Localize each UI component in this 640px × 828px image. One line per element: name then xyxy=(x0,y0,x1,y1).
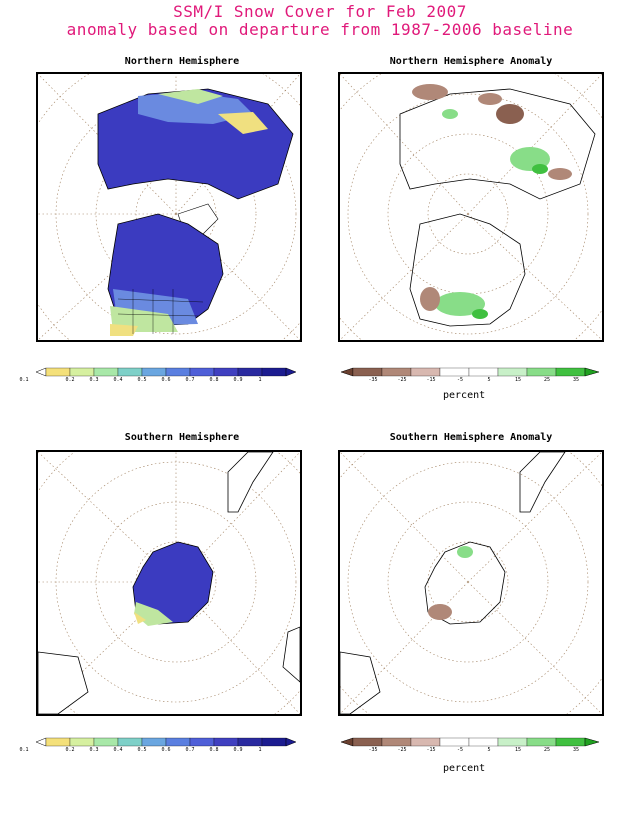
cb-label: -25 xyxy=(397,377,407,383)
cb-label: 1 xyxy=(258,747,262,753)
cb-label: 0.7 xyxy=(185,747,195,753)
cb-label: 0.2 xyxy=(65,747,75,753)
cb-label: -15 xyxy=(426,377,436,383)
figure-title-line1: SSM/I Snow Cover for Feb 2007 xyxy=(173,2,467,21)
cover-colorbar-sh xyxy=(36,737,297,747)
anomaly-colorbar xyxy=(341,367,600,377)
cb-label: 5 xyxy=(487,747,491,753)
cb-label: -35 xyxy=(368,377,378,383)
cb-label: 0.9 xyxy=(233,377,243,383)
nh-anomaly-map xyxy=(338,72,604,342)
cb-label: 0.8 xyxy=(209,377,219,383)
cb-label: 0.6 xyxy=(161,377,171,383)
cb-label: 0.9 xyxy=(233,747,243,753)
anomaly-unit-label: percent xyxy=(443,390,486,401)
cb-label: -15 xyxy=(426,747,436,753)
cb-label: 25 xyxy=(543,377,551,383)
cb-label: -35 xyxy=(368,747,378,753)
cb-label: 0.5 xyxy=(137,377,147,383)
cb-label: -25 xyxy=(397,747,407,753)
sh-anomaly-map xyxy=(338,450,604,716)
cb-label: 15 xyxy=(514,377,522,383)
cb-label: 0.5 xyxy=(137,747,147,753)
cb-label: 5 xyxy=(487,377,491,383)
cb-label: -5 xyxy=(456,747,464,753)
cb-label: 0.8 xyxy=(209,747,219,753)
cb-label: 35 xyxy=(572,747,580,753)
sha-panel-title: Southern Hemisphere Anomaly xyxy=(389,432,553,443)
cb-label: 0.7 xyxy=(185,377,195,383)
figure-title-line2: anomaly based on departure from 1987-200… xyxy=(66,20,574,39)
cb-label: 0.2 xyxy=(65,377,75,383)
cb-label: 35 xyxy=(572,377,580,383)
nh-snow-map xyxy=(36,72,302,342)
cb-label: 0.1 xyxy=(19,377,29,383)
cb-label: 0.6 xyxy=(161,747,171,753)
cb-label: -5 xyxy=(456,377,464,383)
cb-label: 25 xyxy=(543,747,551,753)
nh-panel-title: Northern Hemisphere xyxy=(124,56,240,67)
anomaly-patch-pos xyxy=(457,546,473,558)
anomaly-unit-label-sh: percent xyxy=(443,763,486,774)
cover-colorbar xyxy=(36,367,297,377)
cb-label: 0.1 xyxy=(19,747,29,753)
cb-label: 0.3 xyxy=(89,377,99,383)
sh-panel-title: Southern Hemisphere xyxy=(124,432,240,443)
eurasia-snow-fringe xyxy=(218,112,268,134)
anomaly-patch-neg xyxy=(428,604,452,620)
nha-panel-title: Northern Hemisphere Anomaly xyxy=(389,56,553,67)
cb-label: 1 xyxy=(258,377,262,383)
sh-snow-map xyxy=(36,450,302,716)
anomaly-patches xyxy=(412,84,572,319)
anomaly-colorbar-sh xyxy=(341,737,600,747)
cb-label: 0.4 xyxy=(113,377,123,383)
cb-label: 0.3 xyxy=(89,747,99,753)
eurasia-snow-margin xyxy=(158,89,223,104)
cb-label: 15 xyxy=(514,747,522,753)
antarctica-snow xyxy=(132,541,214,625)
cb-label: 0.4 xyxy=(113,747,123,753)
